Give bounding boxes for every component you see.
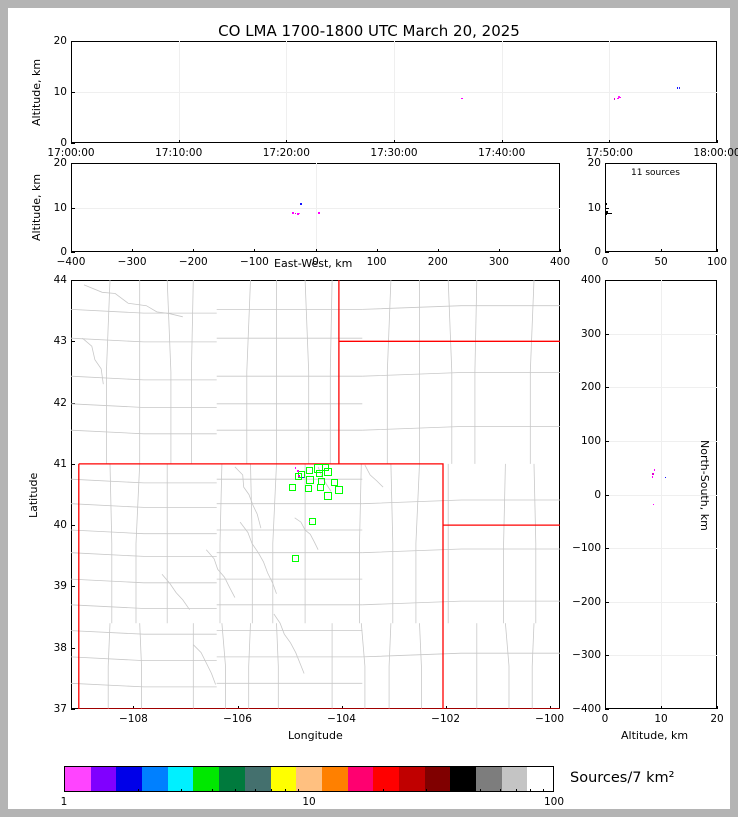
- y-tick-label: 0: [60, 246, 67, 258]
- colorbar-segment: [450, 767, 476, 791]
- colorbar-segment: [296, 767, 322, 791]
- colorbar-segment: [142, 767, 168, 791]
- y-tick-label: 20: [53, 157, 67, 169]
- plan-view-map-panel[interactable]: [71, 280, 560, 709]
- y-tick-label: 20: [53, 35, 67, 47]
- y-tick-label: 400: [580, 274, 601, 286]
- colorbar-tick-label: 10: [302, 796, 316, 808]
- x-tick-label: −104: [327, 713, 356, 725]
- x-tick-label: −100: [535, 713, 565, 725]
- x-tick-label: 17:20:00: [262, 147, 310, 159]
- y-tick-label: 37: [53, 703, 67, 715]
- colorbar-segment: [398, 767, 425, 791]
- x-tick-label: 20: [710, 713, 724, 725]
- y-tick-label: 10: [53, 86, 67, 98]
- colorbar-segment: [270, 767, 297, 791]
- colorbar-segment: [424, 767, 451, 791]
- colorbar-segment: [219, 767, 245, 791]
- y-tick-label: 39: [53, 580, 67, 593]
- x-tick-label: 10: [654, 713, 668, 725]
- colorbar-title: Sources/7 km²: [570, 770, 675, 786]
- x-tick-label: 200: [427, 256, 448, 268]
- x-tick-mark: [717, 248, 718, 252]
- colorbar-segment: [476, 767, 502, 791]
- x-tick-label: 18:00:00: [693, 147, 738, 159]
- colorbar-segment: [65, 767, 91, 791]
- x-tick-label: 17:50:00: [585, 147, 633, 159]
- y-tick-label: 44: [53, 274, 67, 286]
- colorbar-segment: [321, 767, 348, 791]
- y-tick-label: 43: [53, 335, 67, 348]
- colorbar-segment: [501, 767, 528, 791]
- x-tick-label: 17:10:00: [155, 147, 203, 159]
- x-tick-label: 100: [366, 256, 387, 268]
- x-tick-label: −100: [239, 256, 269, 268]
- histogram-y-tick-label: 0: [594, 246, 601, 258]
- east-west-height-panel[interactable]: [71, 163, 560, 252]
- y-tick-label: 42: [53, 396, 67, 409]
- y-tick-label: 200: [580, 381, 601, 394]
- colorbar-segment: [373, 767, 399, 791]
- x-tick-label: −300: [117, 256, 147, 268]
- y-tick-mark: [71, 252, 75, 253]
- colorbar-segment: [347, 767, 374, 791]
- map-xlabel: Longitude: [288, 729, 343, 742]
- x-tick-label: 100: [706, 256, 728, 268]
- altitude-histogram-panel[interactable]: [605, 163, 717, 252]
- x-tick-mark: [717, 705, 718, 709]
- colorbar[interactable]: [64, 766, 554, 792]
- y-tick-label: 100: [580, 434, 601, 447]
- colorbar-segment: [116, 767, 143, 791]
- colorbar-segment: [244, 767, 271, 791]
- x-tick-label: −400: [56, 256, 86, 268]
- y-tick-label: 41: [53, 457, 67, 470]
- y-tick-label: 0: [60, 137, 67, 149]
- x-tick-label: −106: [223, 713, 252, 725]
- y-tick-label: 38: [53, 641, 67, 654]
- x-tick-label: 17:00:00: [47, 147, 95, 159]
- y-tick-label: −400: [572, 703, 601, 715]
- x-tick-mark: [560, 248, 561, 252]
- north-south-ylabel: North-South, km: [698, 440, 711, 531]
- map-ylabel: Latitude: [27, 472, 40, 518]
- y-tick-mark: [605, 709, 609, 710]
- x-tick-label: −102: [431, 713, 461, 725]
- east-west-height-xlabel: East-West, km: [274, 257, 353, 270]
- x-tick-label: 17:30:00: [370, 147, 418, 159]
- colorbar-segment: [193, 767, 220, 791]
- y-tick-label: −300: [572, 649, 601, 662]
- x-tick-label: 300: [488, 256, 509, 268]
- x-tick-label: 400: [549, 256, 571, 268]
- x-tick-label: 50: [654, 256, 668, 268]
- histogram-y-tick-label: 20: [587, 157, 601, 169]
- y-tick-label: −200: [572, 595, 601, 608]
- x-tick-label: −200: [178, 256, 208, 268]
- colorbar-segment: [167, 767, 194, 791]
- figure-title: CO LMA 1700-1800 UTC March 20, 2025: [218, 22, 520, 40]
- figure-canvas: CO LMA 1700-1800 UTC March 20, 2025 Alti…: [8, 8, 738, 809]
- x-tick-label: 0: [601, 713, 609, 725]
- y-tick-label: −100: [572, 542, 601, 555]
- y-tick-label: 300: [580, 327, 601, 340]
- x-tick-label: −108: [118, 713, 148, 725]
- y-tick-mark: [71, 709, 75, 710]
- y-tick-label: 40: [53, 519, 67, 532]
- y-tick-mark: [71, 143, 75, 144]
- histogram-y-tick-label: 10: [587, 201, 601, 214]
- y-tick-label: 0: [594, 488, 601, 501]
- time-height-panel[interactable]: [71, 41, 717, 143]
- north-south-xlabel: Altitude, km: [621, 729, 689, 742]
- x-tick-label: 0: [312, 256, 319, 268]
- colorbar-tick-label: 1: [60, 796, 68, 808]
- y-tick-label: 10: [53, 201, 67, 214]
- x-tick-label: 17:40:00: [478, 147, 526, 159]
- x-tick-mark: [717, 139, 718, 143]
- colorbar-tick-label: 100: [543, 796, 565, 808]
- colorbar-segment: [527, 767, 553, 791]
- colorbar-segment: [90, 767, 117, 791]
- x-tick-label: 0: [601, 256, 609, 268]
- y-tick-mark: [605, 252, 609, 253]
